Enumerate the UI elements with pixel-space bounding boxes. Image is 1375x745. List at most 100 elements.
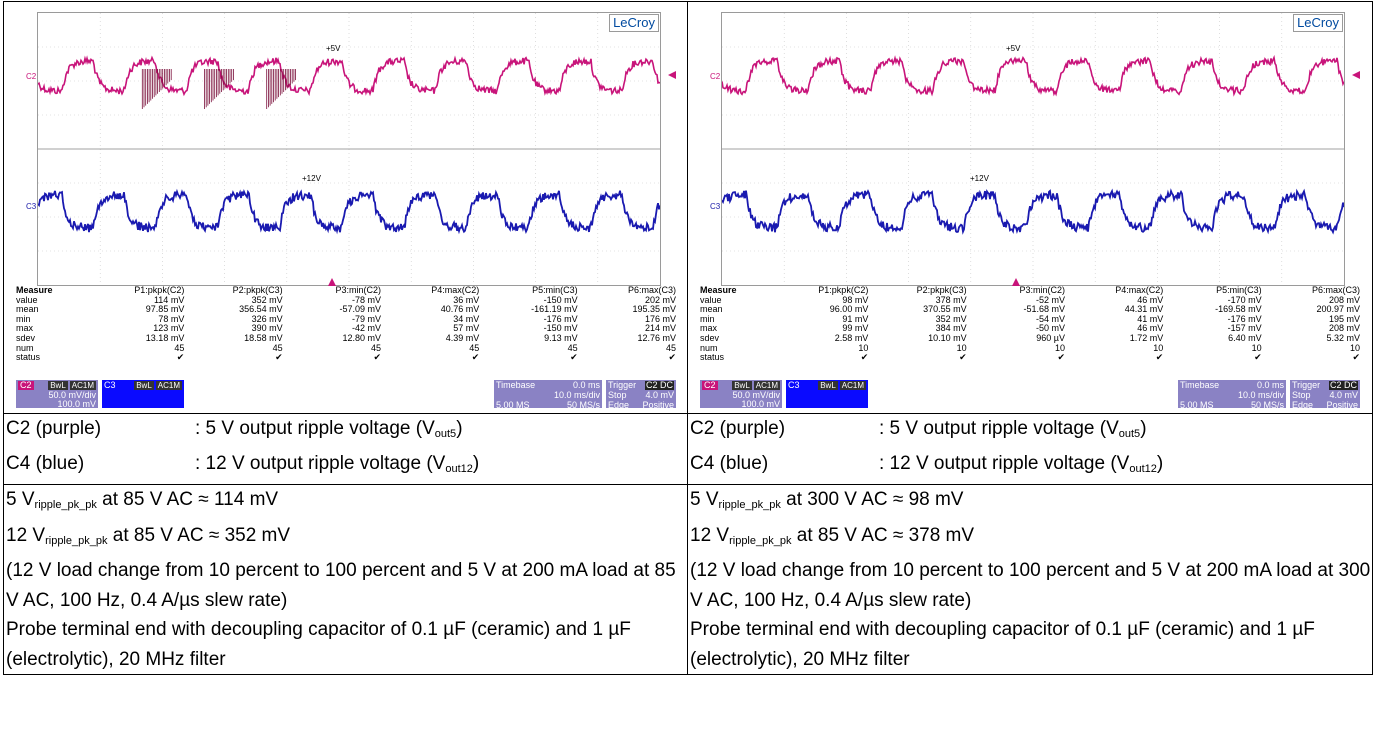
measure-value: -54 mV <box>1035 313 1065 324</box>
measure-value: 34 mV <box>453 313 480 324</box>
c2-vdiv: 50.0 mV/div <box>732 390 780 400</box>
measure-value: -50 mV <box>1035 323 1065 334</box>
caption-c2: C2 (purple): 5 V output ripple voltage (… <box>690 418 1147 440</box>
measure-row-label: min <box>700 313 715 324</box>
c2-settings-box: C2 BwL AC1M 50.0 mV/div 100.0 mV <box>16 380 98 409</box>
trigger-row: Trigger C2 DC <box>1290 380 1360 390</box>
measure-value: -57.09 mV <box>339 304 381 315</box>
measure-param-header: P5:min(C3) <box>532 285 578 295</box>
measure-value: 390 mV <box>251 323 283 334</box>
timebase-label: Timebase <box>496 380 536 390</box>
timebase-rate: 50 MS/s <box>566 400 600 410</box>
measure-value: 208 mV <box>1328 323 1360 334</box>
measure-value: ✔ <box>959 352 967 363</box>
caption-c2: C2 (purple): 5 V output ripple voltage (… <box>6 418 463 440</box>
c2-tag-row: C2 BwL AC1M <box>16 380 98 390</box>
c2-channel-label: C2 <box>710 72 721 81</box>
measure-value: -78 mV <box>351 294 381 305</box>
measure-value: 10 <box>858 342 869 353</box>
measure-row-label: max <box>700 323 718 334</box>
measure-value: 9.13 mV <box>544 332 578 343</box>
timebase-box: Timebase 0.0 ms 10.0 ms/div 5.00 MS 50 MS/s <box>494 380 602 410</box>
measure-value: 45 <box>469 342 480 353</box>
c2-bw-tag: BwL <box>732 381 752 390</box>
lecroy-logo: LeCroy <box>1293 14 1343 32</box>
timebase-delay: 0.0 ms <box>572 380 600 390</box>
c2-tag-row: C2 BwL AC1M <box>700 380 782 390</box>
measure-value: -176 mV <box>543 313 578 324</box>
trigger-type: Edge <box>1292 400 1314 410</box>
plus5v-marker: +5V <box>1006 44 1021 53</box>
measure-value: 2.58 mV <box>834 332 869 343</box>
trigger-row: Trigger C2 DC <box>606 380 676 390</box>
measure-row-label: num <box>700 342 718 353</box>
measure-value: 18.58 mV <box>244 332 283 343</box>
timebase-samples: 5.00 MS <box>1180 400 1214 410</box>
measure-table: Measure P1:pkpk(C2) P2:pkpk(C3) P3:min(C2) P… <box>700 285 1360 363</box>
measure-value: 378 mV <box>935 294 967 305</box>
trigger-type-row: Edge Positive <box>1290 400 1360 410</box>
measure-row: mean 97.85 mV 356.54 mV -57.09 mV 40.76 mV -1… <box>16 305 676 315</box>
measure-row: max 123 mV 390 mV -42 mV 57 mV -150 mV 214 mV <box>16 324 676 334</box>
measure-value: ✔ <box>373 352 381 363</box>
measure-value: ✔ <box>1352 352 1360 363</box>
measure-value: 10 <box>1054 342 1065 353</box>
measure-title: Measure <box>700 285 737 295</box>
ripple-12v-line: 12 Vripple_pk_pk at 85 V AC ≈ 352 mV <box>6 524 291 547</box>
trigger-level-marker <box>1352 71 1360 79</box>
measure-param-header: P5:min(C3) <box>1216 285 1262 295</box>
c3-trace <box>722 188 1344 235</box>
measure-value: 98 mV <box>842 294 869 305</box>
trigger-box: Trigger C2 DC Stop 4.0 mV Edge Positive <box>606 380 676 410</box>
measure-row-label: status <box>700 352 725 363</box>
c3-bw-tag: BwL <box>134 381 154 390</box>
c3-settings-box: C3 BwL AC1M <box>786 380 868 408</box>
measure-value: 1.72 mV <box>1129 332 1164 343</box>
measure-value: -51.68 mV <box>1023 304 1065 315</box>
c2-settings-box: C2 BwL AC1M 50.0 mV/div 100.0 mV <box>700 380 782 409</box>
measure-value: 12.76 mV <box>637 332 676 343</box>
measure-value: ✔ <box>1254 352 1262 363</box>
trigger-mode: Stop <box>608 390 627 400</box>
c3-coupling-tag: AC1M <box>839 381 866 390</box>
notes-cell-left: 5 Vripple_pk_pk at 85 V AC ≈ 114 mV 12 V… <box>3 484 688 675</box>
measure-value: 6.40 mV <box>1228 332 1262 343</box>
c3-box-tags: BwL AC1M <box>132 381 182 390</box>
measure-param-header: P6:max(C3) <box>627 285 676 295</box>
trigger-level-marker <box>668 71 676 79</box>
measure-value: ✔ <box>570 352 578 363</box>
measure-value: 45 <box>272 342 283 353</box>
measure-value: ✔ <box>471 352 480 363</box>
measure-value: 12.80 mV <box>342 332 381 343</box>
trigger-position-marker <box>1012 278 1020 286</box>
scope-grid <box>37 12 661 286</box>
measure-row: value 114 mV 352 mV -78 mV 36 mV -150 mV 202 m… <box>16 294 676 306</box>
ripple-5v-line: 5 Vripple_pk_pk at 300 V AC ≈ 98 mV <box>690 489 964 511</box>
status-bar: C2 BwL AC1M 50.0 mV/div 100.0 mV C3 BwL AC1M Tim… <box>16 380 676 410</box>
measure-value: 78 mV <box>158 313 185 324</box>
measure-value: ✔ <box>176 352 185 363</box>
measure-value: 4.39 mV <box>445 332 480 343</box>
timebase-box: Timebase 0.0 ms 10.0 ms/div 5.00 MS 50 MS/s <box>1178 380 1286 410</box>
waveform-plot <box>722 13 1344 285</box>
measure-value: 195 mV <box>1328 313 1360 324</box>
measure-table: Measure P1:pkpk(C2) P2:pkpk(C3) P3:min(C2) P… <box>16 285 676 363</box>
trigger-mode-row: Stop 4.0 mV <box>1290 390 1360 400</box>
measure-value: 352 mV <box>935 313 967 324</box>
scope-screenshot: C2 C3 +5V +12V LeCroy Measure P1:pkpk(C2) P2:pk… <box>4 2 685 411</box>
measure-value: 960 µV <box>1036 332 1065 343</box>
measure-value: 40.76 mV <box>440 304 480 315</box>
measure-param-header: P4:max(C2) <box>431 285 480 295</box>
plus5v-marker: +5V <box>326 44 341 53</box>
measure-value: -161.19 mV <box>531 304 578 315</box>
timebase-row: Timebase 0.0 ms <box>494 380 602 390</box>
test-conditions: (12 V load change from 10 percent to 100… <box>6 560 676 611</box>
measure-value: 208 mV <box>1328 294 1360 305</box>
trigger-mode: Stop <box>1292 390 1311 400</box>
trigger-level: 4.0 mV <box>1329 390 1358 400</box>
measure-param-header: P6:max(C3) <box>1311 285 1360 295</box>
measure-value: 370.55 mV <box>923 304 967 315</box>
measure-value: 45 <box>370 342 381 353</box>
measure-value: -150 mV <box>543 323 578 334</box>
timebase-div: 10.0 ms/div <box>553 390 600 400</box>
